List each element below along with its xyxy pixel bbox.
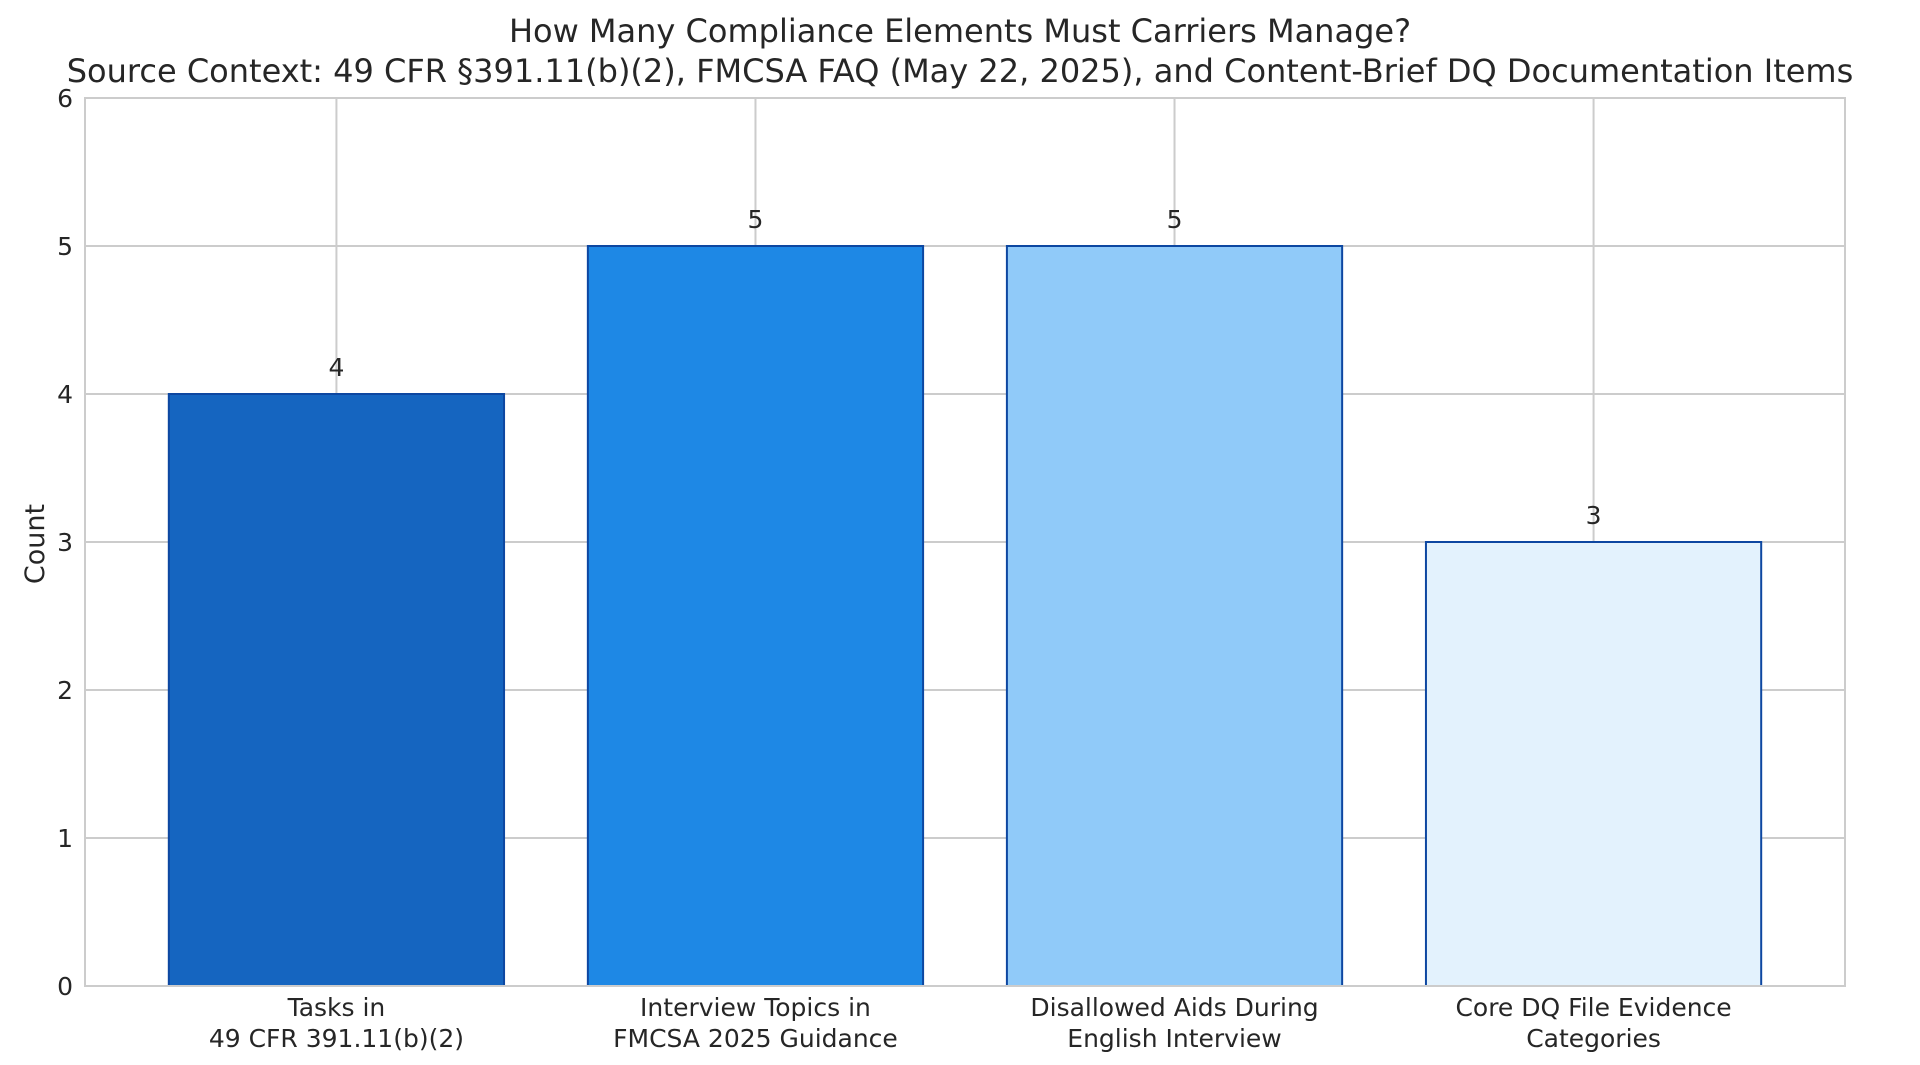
bar-value-label: 3 <box>1586 501 1602 530</box>
bar <box>1424 541 1763 987</box>
y-tick-label: 5 <box>57 232 73 261</box>
x-tick-label: FMCSA 2025 Guidance <box>613 1024 898 1053</box>
x-tick-label: Core DQ File Evidence <box>1455 993 1731 1022</box>
bar-layer <box>167 245 1763 987</box>
x-tick-label: Categories <box>1526 1024 1661 1053</box>
y-tick-label: 0 <box>57 972 73 1001</box>
x-tick-label: Disallowed Aids During <box>1030 993 1318 1022</box>
y-tick-label: 4 <box>57 380 73 409</box>
x-tick-label: Interview Topics in <box>640 993 871 1022</box>
y-axis-title: Count <box>20 504 51 584</box>
plot-frame <box>84 97 1846 987</box>
y-tick-label: 1 <box>57 824 73 853</box>
bar-value-label: 5 <box>1167 205 1183 234</box>
y-tick-label: 6 <box>57 84 73 113</box>
x-tick-label: English Interview <box>1067 1024 1281 1053</box>
x-tick-label: 49 CFR 391.11(b)(2) <box>209 1024 464 1053</box>
y-tick-label: 3 <box>57 528 73 557</box>
bar-value-label: 4 <box>328 353 344 382</box>
x-tick-label: Tasks in <box>287 993 386 1022</box>
bar <box>586 245 925 987</box>
text-layer: How Many Compliance Elements Must Carrie… <box>20 12 1853 1053</box>
bar <box>1005 245 1344 987</box>
y-tick-label: 2 <box>57 676 73 705</box>
bar <box>167 393 506 987</box>
frame-layer <box>84 97 1846 987</box>
bar-value-label: 5 <box>748 205 764 234</box>
chart-subtitle: Source Context: 49 CFR §391.11(b)(2), FM… <box>67 52 1854 90</box>
chart-title: How Many Compliance Elements Must Carrie… <box>509 12 1411 50</box>
